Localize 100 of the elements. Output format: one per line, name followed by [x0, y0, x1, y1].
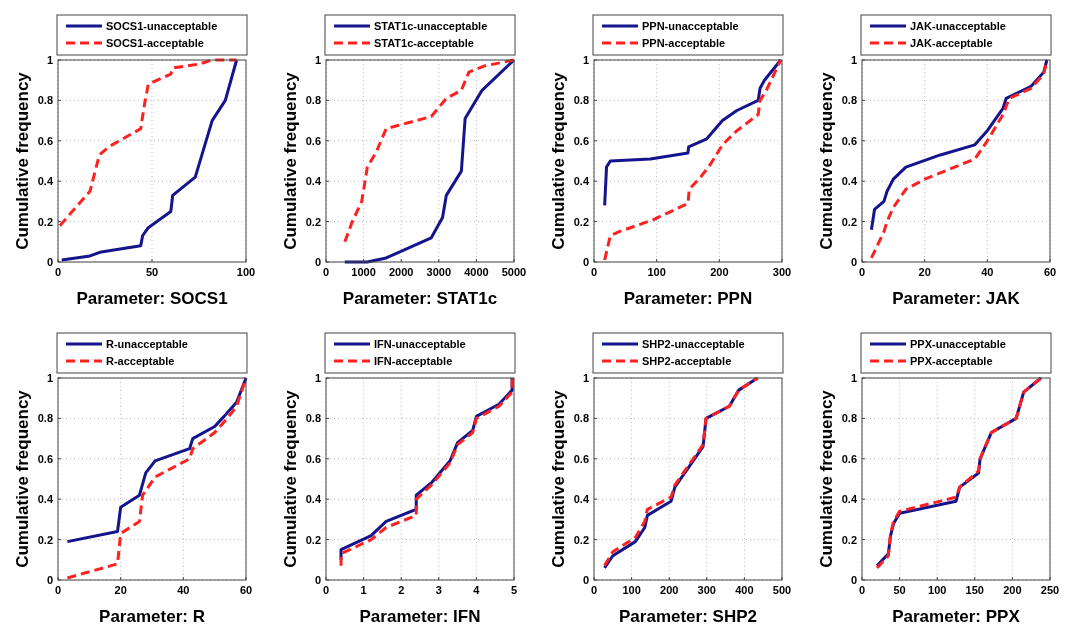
line-series	[65, 376, 248, 544]
y-tick-label: 0.8	[841, 94, 857, 107]
x-tick-label: 200	[1003, 584, 1022, 596]
y-tick-label: 0.2	[573, 215, 589, 228]
y-tick-label: 0.2	[841, 215, 857, 228]
x-tick-label: 40	[981, 266, 994, 278]
y-tick-label: 0.6	[841, 134, 857, 147]
y-tick-label: 0.6	[37, 452, 53, 465]
x-axis-title: Parameter: PPX	[892, 607, 1021, 626]
legend-label: IFN-unacceptable	[374, 338, 466, 350]
legend-label: STAT1c-acceptable	[374, 37, 474, 49]
legend-label: SOCS1-acceptable	[106, 37, 204, 49]
legend-label: PPX-acceptable	[910, 355, 993, 367]
legend-label: R-unacceptable	[106, 338, 188, 350]
y-tick-label: 0.8	[305, 94, 321, 107]
y-tick-label: 1	[850, 54, 857, 66]
x-tick-label: 300	[772, 266, 792, 278]
legend-label: R-acceptable	[106, 355, 175, 367]
x-tick-label: 0	[322, 584, 330, 596]
y-tick-label: 0	[46, 574, 53, 586]
legend-label: IFN-acceptable	[374, 355, 453, 367]
x-tick-label: 100	[928, 584, 947, 596]
x-tick-label: 3000	[426, 266, 452, 278]
y-axis-title: Cumulative frequency	[13, 71, 32, 250]
y-tick-label: 1	[850, 372, 857, 384]
x-tick-label: 20	[918, 266, 931, 278]
line-series	[58, 58, 239, 228]
x-tick-label: 50	[145, 266, 159, 278]
x-tick-label: 0	[322, 266, 330, 278]
x-axis-title: Parameter: PPN	[623, 289, 753, 308]
y-tick-label: 1	[314, 372, 321, 384]
y-axis-title: Cumulative frequency	[281, 389, 300, 568]
x-tick-label: 500	[772, 584, 792, 596]
y-tick-label: 0.4	[305, 175, 322, 188]
y-axis-title: Cumulative frequency	[817, 71, 836, 250]
y-tick-label: 0.6	[573, 134, 589, 147]
y-tick-label: 1	[46, 54, 53, 66]
x-tick-label: 4	[473, 584, 481, 596]
legend-label: JAK-unacceptable	[910, 20, 1006, 32]
x-tick-label: 100	[647, 266, 666, 278]
y-tick-label: 0	[46, 256, 53, 268]
x-axis-title: Parameter: IFN	[359, 607, 481, 626]
x-tick-label: 400	[735, 584, 754, 596]
legend-label: PPN-unacceptable	[642, 20, 739, 32]
x-tick-label: 60	[239, 584, 253, 596]
y-axis-title: Cumulative frequency	[549, 71, 568, 250]
y-tick-label: 1	[46, 372, 53, 384]
y-tick-label: 0.6	[841, 452, 857, 465]
legend-label: STAT1c-unacceptable	[374, 20, 488, 32]
x-tick-label: 0	[54, 584, 62, 596]
y-tick-label: 1	[582, 372, 589, 384]
x-tick-label: 200	[660, 584, 679, 596]
legend-label: PPN-acceptable	[642, 37, 726, 49]
y-tick-label: 0.8	[841, 412, 857, 425]
y-tick-label: 0.8	[37, 412, 53, 425]
y-tick-label: 0	[314, 574, 321, 586]
y-tick-label: 0.4	[305, 493, 322, 506]
x-tick-label: 0	[858, 266, 866, 278]
x-tick-label: 50	[893, 584, 906, 596]
x-tick-label: 0	[590, 584, 598, 596]
y-tick-label: 0.8	[573, 94, 589, 107]
x-tick-label: 0	[858, 584, 866, 596]
legend-label: PPX-unacceptable	[910, 338, 1006, 350]
legend-label: SOCS1-unacceptable	[106, 20, 218, 32]
x-axis-title: Parameter: JAK	[892, 289, 1021, 308]
x-axis-title: Parameter: STAT1c	[342, 289, 498, 308]
x-tick-label: 2000	[388, 266, 414, 278]
y-tick-label: 0.2	[841, 533, 857, 546]
x-tick-label: 3	[435, 584, 442, 596]
x-axis-title: Parameter: R	[99, 607, 205, 626]
x-tick-label: 40	[177, 584, 190, 596]
y-tick-label: 0	[314, 256, 321, 268]
y-axis-title: Cumulative frequency	[817, 389, 836, 568]
y-tick-label: 0.6	[305, 452, 321, 465]
x-axis-title: Parameter: SHP2	[619, 607, 757, 626]
x-tick-label: 5	[510, 584, 518, 596]
x-tick-label: 60	[1043, 266, 1057, 278]
y-axis-title: Cumulative frequency	[549, 389, 568, 568]
x-tick-label: 150	[965, 584, 984, 596]
y-axis-title: Cumulative frequency	[281, 71, 300, 250]
legend-label: JAK-acceptable	[910, 37, 993, 49]
y-tick-label: 0.4	[841, 493, 858, 506]
x-axis-title: Parameter: SOCS1	[76, 289, 228, 308]
y-tick-label: 0.4	[37, 175, 54, 188]
y-axis-title: Cumulative frequency	[13, 389, 32, 568]
y-tick-label: 0.8	[573, 412, 589, 425]
y-tick-label: 0.8	[305, 412, 321, 425]
y-tick-label: 0.4	[841, 175, 858, 188]
y-tick-label: 0	[582, 574, 589, 586]
y-tick-label: 1	[314, 54, 321, 66]
y-tick-label: 0	[850, 574, 857, 586]
y-tick-label: 0.2	[37, 215, 53, 228]
x-tick-label: 0	[54, 266, 62, 278]
x-tick-label: 100	[622, 584, 641, 596]
y-tick-label: 0.2	[573, 533, 589, 546]
y-tick-label: 0.6	[573, 452, 589, 465]
x-tick-label: 4000	[464, 266, 489, 278]
x-tick-label: 300	[697, 584, 716, 596]
y-tick-label: 0.2	[305, 215, 321, 228]
y-tick-label: 0	[582, 256, 589, 268]
